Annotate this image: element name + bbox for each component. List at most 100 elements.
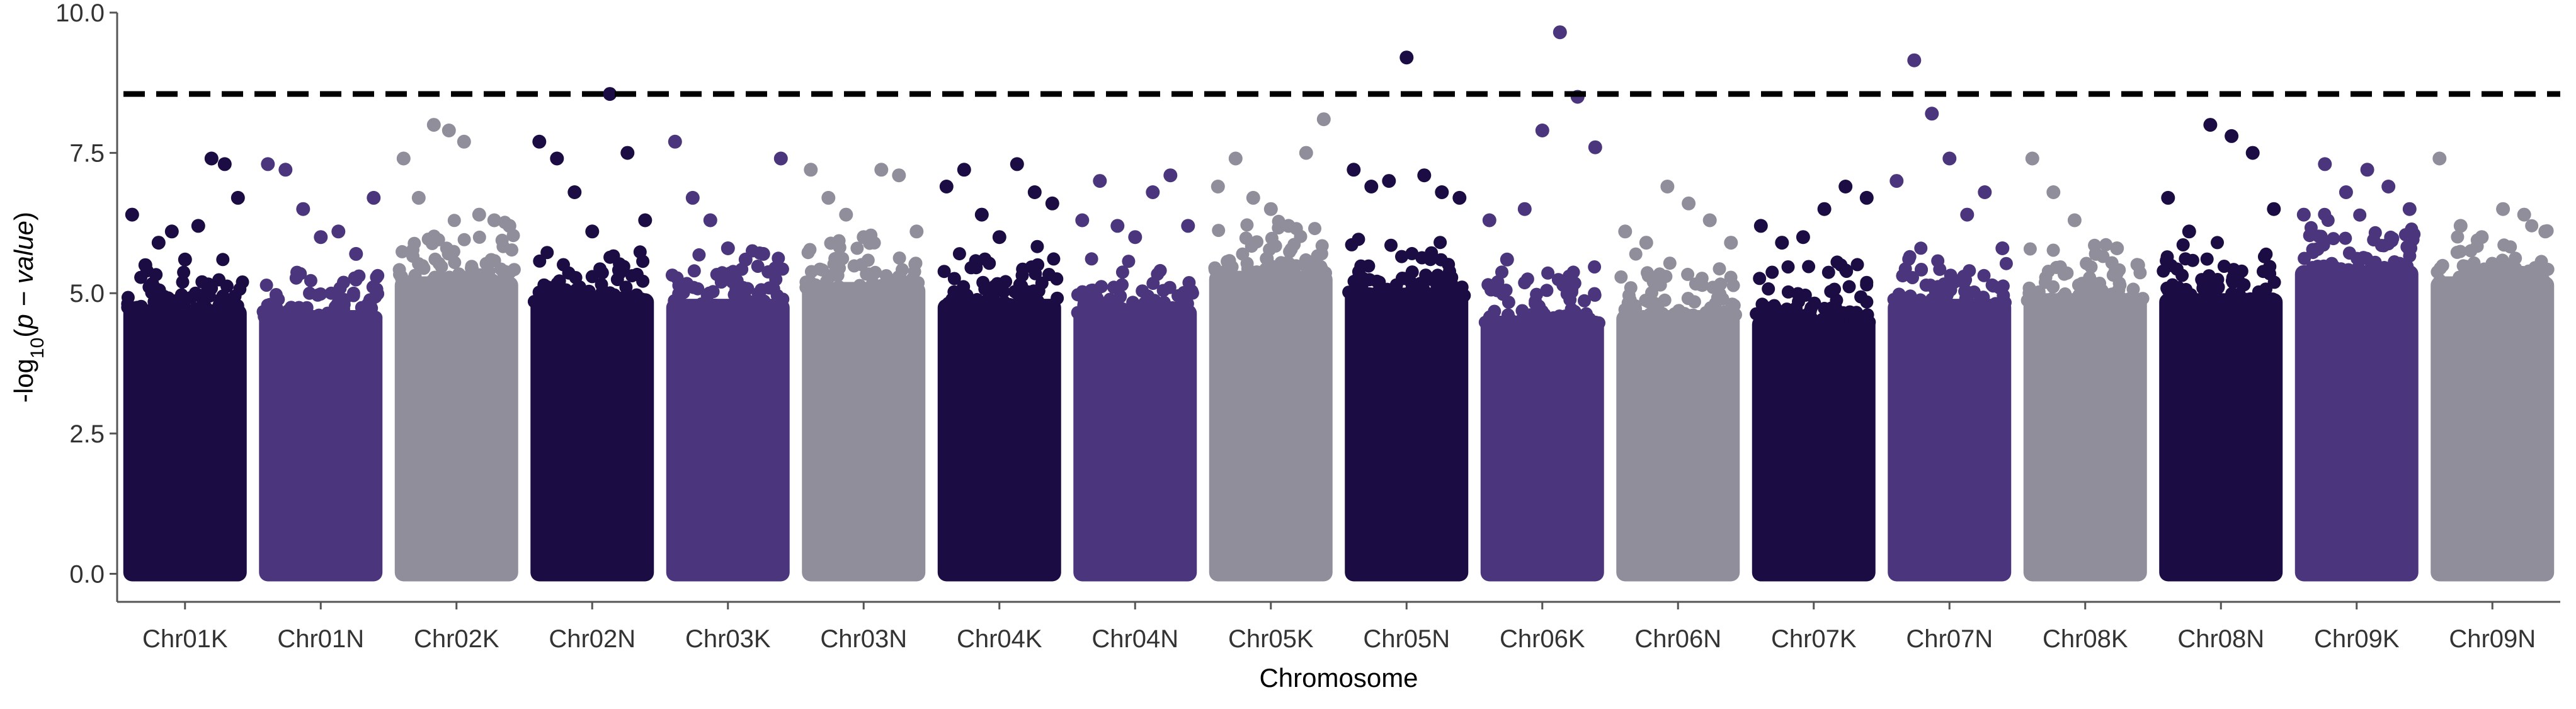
point-Chr04K-edge-52 bbox=[977, 296, 991, 310]
y-axis-title-subscript: 10 bbox=[27, 338, 48, 359]
point-Chr08K-peak-1 bbox=[2046, 185, 2061, 199]
point-Chr08N-peak-1 bbox=[2182, 224, 2196, 239]
point-Chr02N-edge-57 bbox=[559, 294, 573, 308]
point-Chr05N-edge-67 bbox=[1395, 272, 1409, 285]
point-Chr02N-peak-2 bbox=[567, 185, 582, 199]
point-Chr07N-peak-4 bbox=[1960, 207, 1975, 222]
point-Chr08N-edge-50 bbox=[2157, 264, 2170, 278]
point-Chr05K-edge-52 bbox=[1222, 254, 1236, 268]
point-Chr04N-edge-68 bbox=[1116, 302, 1130, 316]
point-Chr09K-edge-68 bbox=[2364, 265, 2378, 279]
point-Chr08K-edge-67 bbox=[2082, 284, 2095, 298]
points-bulk-Chr05N bbox=[1345, 287, 1469, 582]
point-Chr07K-edge-65 bbox=[1779, 313, 1792, 326]
point-Chr06N-edge-14 bbox=[1663, 257, 1677, 270]
point-Chr01K-edge-61 bbox=[215, 296, 229, 309]
point-Chr08K-edge-54 bbox=[2112, 292, 2126, 306]
point-Chr05N-edge-58 bbox=[1374, 287, 1388, 301]
point-Chr04K-edge-55 bbox=[965, 300, 979, 314]
x-tick-label: Chr02K bbox=[414, 625, 499, 653]
point-Chr05K-edge-60 bbox=[1208, 261, 1222, 275]
points-bulk-Chr09N bbox=[2431, 276, 2555, 582]
point-Chr09N-peak-1 bbox=[2453, 219, 2468, 233]
point-Chr09K-edge-32 bbox=[2404, 241, 2418, 255]
point-Chr01N-edge-45 bbox=[370, 270, 384, 284]
point-Chr06K-edge-61 bbox=[1519, 309, 1533, 323]
point-Chr02K-peak-7 bbox=[502, 219, 516, 233]
point-Chr03K-edge-59 bbox=[722, 301, 736, 314]
point-Chr02N-edge-64 bbox=[557, 258, 570, 272]
point-Chr01N-edge-38 bbox=[370, 282, 384, 296]
point-Chr03K-edge-19 bbox=[692, 248, 706, 262]
point-Chr04N-peak-2 bbox=[1110, 219, 1125, 233]
point-Chr01N-peak-6 bbox=[367, 190, 381, 205]
point-Chr08N-edge-57 bbox=[2165, 278, 2179, 292]
point-Chr07N-edge-54 bbox=[1959, 284, 1973, 298]
point-Chr07N-peak-3 bbox=[1942, 151, 1957, 166]
point-Chr04N-edge-52 bbox=[1182, 276, 1196, 289]
point-Chr03K-peak-2 bbox=[703, 213, 717, 228]
point-Chr06N-peak-2 bbox=[1660, 180, 1675, 193]
point-Chr01N-edge-50 bbox=[324, 286, 338, 300]
point-Chr02K-edge-47 bbox=[432, 257, 446, 270]
point-Chr08N-edge-60 bbox=[2267, 275, 2281, 289]
point-Chr03N-edge-57 bbox=[905, 272, 919, 286]
point-Chr02K-edge-41 bbox=[440, 241, 453, 255]
point-Chr08N-edge-27 bbox=[2186, 253, 2199, 267]
point-Chr03N-edge-53 bbox=[847, 259, 861, 273]
point-Chr08N-peak-0 bbox=[2161, 190, 2175, 205]
point-Chr02N-edge-68 bbox=[627, 292, 641, 306]
point-Chr06N-edge-67 bbox=[1713, 262, 1726, 276]
point-Chr03K-edge-66 bbox=[741, 299, 755, 313]
point-Chr09N-peak-0 bbox=[2432, 151, 2447, 166]
points-bulk-Chr07K bbox=[1752, 315, 1876, 582]
point-Chr04K-peak-3 bbox=[992, 230, 1006, 245]
point-Chr01K-peak-1 bbox=[138, 258, 152, 272]
point-Chr05N-peak-6 bbox=[1452, 190, 1467, 205]
point-Chr01K-edge-64 bbox=[209, 306, 223, 320]
point-Chr01K-edge-23 bbox=[176, 275, 190, 289]
point-Chr09K-edge-66 bbox=[2306, 243, 2320, 257]
point-Chr05N-peak-5 bbox=[1435, 185, 1449, 199]
point-Chr01K-edge-69 bbox=[228, 289, 242, 303]
point-Chr08N-edge-68 bbox=[2169, 294, 2182, 308]
point-Chr09K-peak-1 bbox=[2318, 157, 2332, 171]
point-Chr07N-edge-49 bbox=[1915, 263, 1928, 276]
x-tick-label: Chr04K bbox=[957, 625, 1042, 653]
point-Chr01N-edge-67 bbox=[331, 297, 345, 311]
point-Chr01K-edge-48 bbox=[134, 270, 148, 284]
point-Chr03N-edge-27 bbox=[831, 268, 845, 282]
point-Chr08K-peak-2 bbox=[2067, 213, 2082, 228]
point-Chr04K-edge-51 bbox=[937, 265, 951, 279]
y-tick-label: 10.0 bbox=[55, 0, 105, 27]
point-Chr01K-edge-63 bbox=[200, 303, 213, 317]
point-Chr05K-edge-65 bbox=[1307, 263, 1321, 277]
point-Chr04N-edge-40 bbox=[1153, 263, 1167, 277]
point-Chr03K-edge-69 bbox=[770, 289, 784, 303]
points-bulk-Chr04N bbox=[1073, 304, 1197, 582]
point-Chr04K-edge-13 bbox=[952, 247, 966, 261]
point-Chr02K-edge-56 bbox=[412, 257, 426, 270]
y-axis-title-prefix: -log bbox=[9, 359, 38, 403]
y-axis-title-italic: p − value bbox=[9, 221, 38, 330]
point-Chr03K-edge-68 bbox=[707, 298, 721, 312]
point-Chr03K-peak-5 bbox=[756, 246, 770, 261]
point-Chr09K-edge-67 bbox=[2317, 238, 2330, 252]
point-Chr02N-edge-67 bbox=[603, 286, 617, 300]
x-tick-label: Chr01N bbox=[277, 625, 364, 653]
point-Chr04N-edge-69 bbox=[1115, 265, 1129, 279]
point-Chr06N-peak-3 bbox=[1682, 196, 1696, 210]
point-Chr06K-edge-38 bbox=[1501, 308, 1515, 322]
point-Chr01N-edge-65 bbox=[346, 289, 360, 303]
point-Chr02K-peak-4 bbox=[457, 134, 471, 149]
x-tick-label: Chr03N bbox=[820, 625, 907, 653]
point-Chr07K-edge-52 bbox=[1804, 311, 1818, 325]
point-Chr01N-edge-37 bbox=[348, 271, 362, 285]
point-Chr02N-peak-6 bbox=[638, 213, 653, 228]
points-bulk-Chr03N bbox=[802, 282, 926, 582]
point-Chr05N-edge-63 bbox=[1457, 289, 1471, 303]
point-Chr09N-peak-2 bbox=[2475, 230, 2489, 245]
point-Chr05K-peak-5 bbox=[1299, 146, 1313, 160]
point-Chr08N-edge-48 bbox=[2235, 264, 2248, 278]
point-Chr07N-edge-7 bbox=[1999, 257, 2013, 270]
